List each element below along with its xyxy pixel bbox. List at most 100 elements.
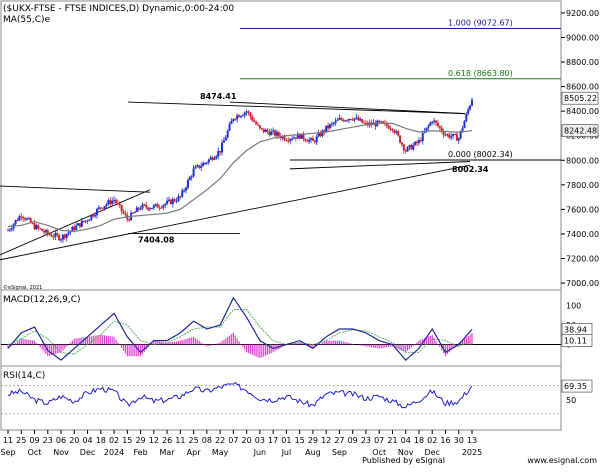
candle-body: [395, 131, 397, 132]
date-axis-day-label: 16: [440, 436, 450, 445]
macd-histogram-bar: [367, 345, 368, 347]
date-axis-month-label: May: [212, 448, 229, 457]
date-axis-month-label: Aug: [305, 448, 321, 457]
macd-histogram-bar: [261, 345, 262, 358]
macd-histogram-bar: [437, 344, 438, 345]
candle-body: [41, 229, 43, 231]
candle-body: [232, 119, 234, 121]
candle-body: [251, 117, 253, 121]
date-axis-day-label: 17: [268, 436, 278, 445]
candle-body: [363, 123, 365, 124]
price-axis-tick-label: 7800.00: [566, 181, 599, 190]
macd-histogram-bar: [265, 345, 266, 356]
date-axis-month-label: Feb: [133, 448, 147, 457]
macd-histogram-bar: [113, 337, 114, 345]
candle-body: [24, 218, 26, 219]
candle-body: [223, 141, 225, 143]
macd-histogram-bar: [339, 341, 340, 345]
fib-level-label: 0.000 (8002.34): [448, 150, 513, 159]
macd-histogram-bar: [208, 345, 209, 346]
macd-histogram-bar: [271, 345, 272, 354]
macd-histogram-bar: [254, 345, 255, 356]
fib-level-label: 1.000 (9072.67): [448, 19, 513, 28]
candle-body: [266, 130, 268, 132]
candle-body: [170, 200, 172, 204]
date-axis-month-label: Oct: [28, 448, 42, 457]
macd-histogram-bar: [218, 343, 219, 344]
macd-histogram-bar: [324, 342, 325, 345]
macd-histogram-bar: [345, 342, 346, 345]
candle-body: [90, 215, 92, 220]
macd-histogram-bar: [348, 343, 349, 345]
macd-histogram-bar: [62, 345, 63, 351]
candle-body: [140, 209, 142, 210]
macd-histogram-bar: [235, 336, 236, 345]
macd-histogram-bar: [250, 345, 251, 354]
macd-histogram-bar: [248, 345, 249, 354]
candle-body: [420, 140, 422, 141]
date-axis-day-label: 11: [175, 436, 185, 445]
macd-histogram-bar: [350, 343, 351, 344]
candle-body: [276, 132, 278, 135]
candle-body: [52, 237, 54, 238]
macd-histogram-bar: [131, 345, 132, 357]
macd-histogram-bar: [428, 336, 429, 344]
macd-histogram-bar: [252, 345, 253, 355]
macd-histogram-bar: [237, 338, 238, 344]
price-annotation: 7404.08: [138, 235, 175, 244]
macd-histogram-bar: [102, 335, 103, 344]
macd-histogram-bar: [225, 338, 226, 344]
macd-histogram-bar: [95, 336, 96, 345]
candle-body: [64, 235, 66, 238]
date-axis-day-label: 08: [202, 436, 212, 445]
ma-indicator-label: MA(55,C)e: [3, 15, 51, 25]
candle-body: [325, 126, 327, 132]
candle-body: [261, 128, 263, 129]
candle-body: [229, 124, 231, 131]
date-axis-day-label: 25: [189, 436, 199, 445]
macd-histogram-bar: [420, 340, 421, 345]
candle-body: [121, 205, 123, 211]
date-axis-month-label: Apr: [187, 448, 202, 457]
candle-body: [340, 118, 342, 120]
macd-histogram-bar: [238, 341, 239, 344]
date-axis-day-label: 20: [69, 436, 79, 445]
candle-body: [274, 130, 276, 135]
candle-body: [45, 230, 47, 232]
macd-histogram-bar: [407, 345, 408, 351]
candle-body: [77, 223, 79, 225]
macd-histogram-bar: [301, 343, 302, 344]
date-axis-month-label: Jul: [281, 448, 292, 457]
candle-body: [388, 126, 390, 129]
candle-body: [128, 220, 130, 221]
macd-histogram-bar: [415, 344, 416, 345]
macd-histogram-bar: [106, 336, 107, 345]
candle-body: [26, 219, 28, 220]
candle-body: [314, 141, 316, 142]
candle-body: [431, 122, 433, 123]
macd-histogram-bar: [379, 345, 380, 349]
candle-body: [448, 134, 450, 137]
candle-body: [202, 163, 204, 166]
chart-title: ($UKX-FTSE - FTSE INDICES,D) Dynamic,0:0…: [3, 4, 234, 14]
candle-body: [278, 132, 280, 136]
candle-body: [397, 131, 399, 135]
candle-body: [157, 204, 159, 208]
candle-body: [312, 138, 314, 141]
candle-body: [141, 204, 143, 208]
candle-body: [215, 156, 217, 158]
macd-histogram-bar: [377, 345, 378, 349]
macd-histogram-bar: [246, 345, 247, 353]
macd-histogram-bar: [176, 341, 177, 344]
rsi-axis-tick-label: 50: [566, 396, 576, 405]
date-axis-month-label: Jun: [253, 448, 267, 457]
macd-histogram-bar: [341, 341, 342, 344]
candle-body: [123, 211, 125, 213]
macd-histogram-bar: [373, 345, 374, 348]
candle-body: [73, 227, 75, 230]
macd-histogram-bar: [112, 336, 113, 344]
candle-body: [60, 239, 62, 240]
macd-histogram-bar: [170, 342, 171, 345]
candle-body: [177, 196, 179, 201]
candle-body: [217, 151, 219, 156]
